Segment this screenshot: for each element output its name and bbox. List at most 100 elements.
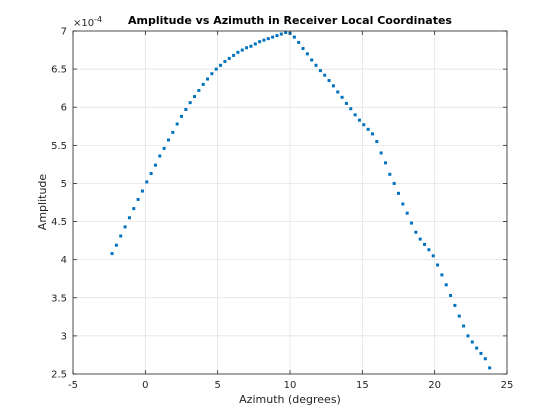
- data-point: [206, 77, 210, 81]
- data-point: [127, 216, 131, 220]
- data-point: [410, 221, 414, 225]
- data-point: [379, 151, 383, 155]
- data-point: [436, 263, 440, 267]
- data-point: [414, 230, 418, 234]
- data-point: [197, 88, 201, 92]
- data-point: [405, 211, 409, 215]
- data-point: [431, 254, 435, 258]
- data-point: [327, 79, 331, 83]
- y-tick-label: 4: [61, 255, 67, 266]
- data-point: [110, 252, 114, 256]
- data-point: [214, 67, 218, 71]
- data-layer: [110, 31, 492, 370]
- data-point: [457, 314, 461, 318]
- y-exponent-label: ×10-4: [73, 15, 102, 29]
- data-point: [219, 63, 223, 67]
- data-point: [149, 172, 153, 176]
- data-point: [271, 35, 275, 39]
- x-tick-label: 20: [428, 380, 441, 391]
- data-point: [162, 146, 166, 150]
- data-point: [383, 161, 387, 165]
- data-point: [223, 59, 227, 63]
- data-point: [253, 42, 257, 46]
- data-point: [166, 138, 170, 142]
- chart-title: Amplitude vs Azimuth in Receiver Local C…: [128, 14, 452, 27]
- data-point: [366, 127, 370, 131]
- data-point: [427, 248, 431, 252]
- data-point: [193, 95, 197, 99]
- y-axis-label: Amplitude: [36, 174, 49, 231]
- data-point: [362, 123, 366, 127]
- data-point: [323, 73, 327, 77]
- data-point: [475, 346, 479, 350]
- data-point: [297, 40, 301, 44]
- data-point: [240, 48, 244, 52]
- x-axis-label: Azimuth (degrees): [239, 393, 341, 406]
- data-point: [153, 163, 157, 167]
- data-point: [262, 38, 266, 42]
- data-point: [470, 340, 474, 344]
- data-point: [462, 324, 466, 328]
- data-point: [370, 132, 374, 136]
- data-point: [284, 31, 288, 35]
- data-point: [349, 107, 353, 111]
- data-point: [479, 351, 483, 355]
- data-point: [488, 366, 492, 370]
- y-exponent-base: ×10: [73, 18, 94, 29]
- data-point: [423, 242, 427, 246]
- data-point: [340, 95, 344, 99]
- data-point: [331, 84, 335, 88]
- data-point: [136, 197, 140, 201]
- data-point: [483, 357, 487, 361]
- data-point: [201, 82, 205, 86]
- data-point: [188, 101, 192, 105]
- tick-layer: [72, 30, 508, 375]
- data-point: [401, 202, 405, 206]
- data-point: [175, 122, 179, 126]
- x-tick-label: -5: [68, 380, 78, 391]
- data-point: [449, 293, 453, 297]
- data-point: [357, 118, 361, 122]
- data-point: [114, 243, 118, 247]
- data-point: [375, 140, 379, 144]
- y-tick-label: 4.5: [51, 217, 67, 228]
- data-point: [453, 303, 457, 307]
- x-tick-label: 5: [214, 380, 220, 391]
- y-tick-label: 5.5: [51, 141, 67, 152]
- data-point: [249, 44, 253, 48]
- data-point: [392, 181, 396, 185]
- y-tick-label: 2.5: [51, 370, 67, 381]
- data-point: [171, 130, 175, 134]
- data-point: [227, 56, 231, 60]
- data-point: [314, 63, 318, 67]
- tick-label-layer: -5 0 5 10 15 20 25 2.5 3 3.5 4 4.5 5 5.5 6 6.5 7: [51, 27, 513, 392]
- data-point: [397, 191, 400, 195]
- data-point: [123, 225, 127, 229]
- data-point: [353, 113, 357, 117]
- y-exponent-power: -4: [94, 15, 102, 24]
- data-point: [184, 108, 188, 112]
- data-point: [132, 207, 136, 211]
- data-point: [336, 90, 340, 94]
- data-point: [310, 58, 314, 62]
- data-point: [388, 172, 392, 176]
- data-point: [279, 32, 283, 36]
- data-point: [236, 50, 240, 54]
- data-point: [440, 273, 444, 277]
- data-point: [140, 189, 144, 193]
- data-point: [245, 46, 249, 50]
- y-tick-label: 6.5: [51, 65, 67, 76]
- x-tick-label: 10: [284, 380, 297, 391]
- x-tick-label: 15: [356, 380, 369, 391]
- data-point: [258, 40, 262, 44]
- data-point: [158, 154, 162, 158]
- data-point: [444, 283, 448, 287]
- data-point: [180, 114, 183, 118]
- data-point: [466, 334, 470, 338]
- y-tick-label: 5: [61, 179, 67, 190]
- data-point: [210, 72, 214, 76]
- data-point: [232, 53, 236, 57]
- y-tick-label: 3: [61, 331, 67, 342]
